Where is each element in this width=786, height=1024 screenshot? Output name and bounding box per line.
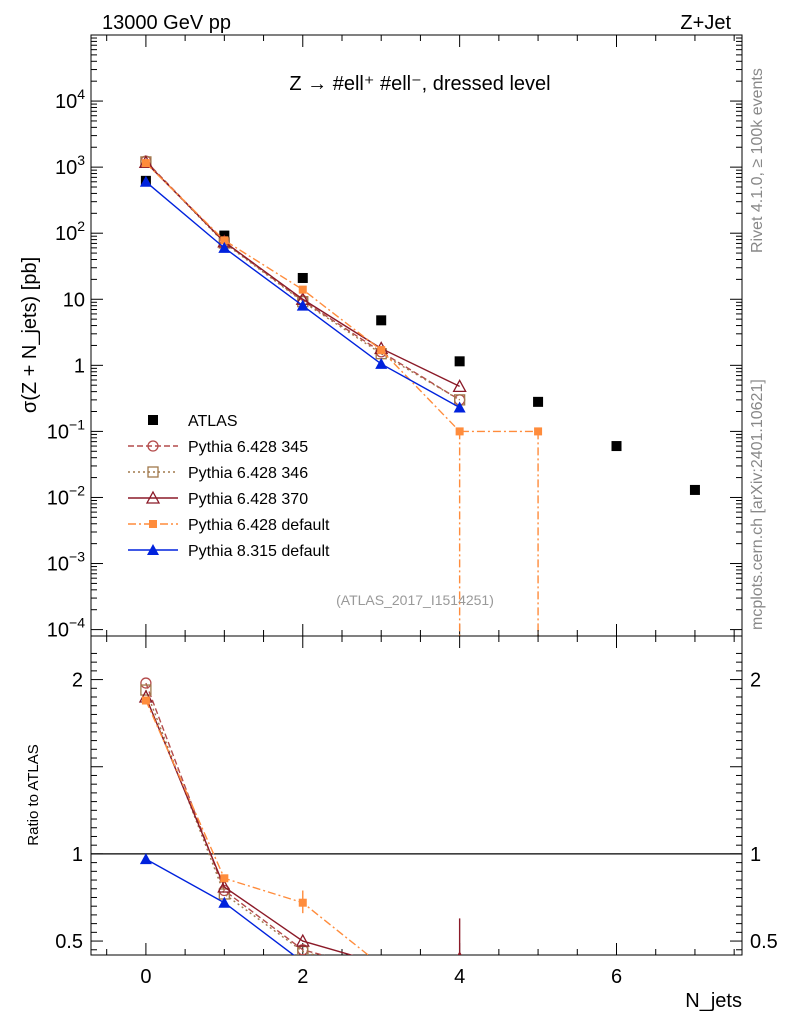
data-point-atlas bbox=[611, 441, 622, 452]
y-tick-exponent: −1 bbox=[69, 416, 85, 432]
legend-marker-p370 bbox=[145, 490, 161, 504]
data-point-atlas bbox=[376, 315, 387, 326]
y-tick-base: 10 bbox=[47, 620, 69, 642]
y-tick-exponent: 3 bbox=[77, 152, 85, 168]
legend-marker-p346 bbox=[147, 466, 159, 478]
mcplots-label: mcplots.cern.ch [arXiv:2401.10621] bbox=[749, 379, 766, 630]
ratio-point-p8def bbox=[218, 896, 231, 908]
legend-marker-p8def bbox=[147, 544, 159, 555]
data-point-p8def bbox=[296, 299, 309, 311]
rivet-version-label: Rivet 4.1.0, ≥ 100k events bbox=[749, 68, 766, 253]
ratio-y-tick-label: 2 bbox=[72, 670, 83, 692]
y-tick-exponent: −3 bbox=[69, 549, 85, 565]
legend-label-p370: Pythia 6.428 370 bbox=[188, 491, 308, 508]
y-tick-base: 10 bbox=[55, 91, 77, 113]
ratio-point-p8def bbox=[139, 853, 152, 865]
legend-marker-p345 bbox=[147, 440, 159, 452]
legend-label-atlas: ATLAS bbox=[188, 413, 238, 430]
ratio-point-p6def bbox=[220, 874, 229, 883]
ratio-y-axis-label: Ratio to ATLAS bbox=[25, 744, 42, 845]
series-line-p8def bbox=[145, 181, 460, 409]
y-tick-exponent: −4 bbox=[69, 615, 85, 631]
ratio-y-tick-label: 1 bbox=[72, 844, 83, 866]
ratio-point-p345 bbox=[140, 677, 152, 689]
data-point-p6def bbox=[141, 159, 150, 168]
legend-label-p345: Pythia 6.428 345 bbox=[188, 439, 308, 456]
ratio-point-p346 bbox=[140, 684, 152, 696]
ratio-point-p345 bbox=[376, 966, 386, 976]
x-tick-label: 0 bbox=[140, 966, 151, 988]
legend-label-p346: Pythia 6.428 346 bbox=[188, 465, 308, 482]
y-tick-exponent: 4 bbox=[77, 86, 85, 102]
header-energy: 13000 GeV pp bbox=[102, 12, 231, 34]
y-tick-label: 10−1 bbox=[47, 416, 85, 443]
y-tick-label: 104 bbox=[55, 86, 85, 113]
x-axis-label: N_jets bbox=[685, 990, 742, 1012]
plot-title: Z → #ell⁺ #ell⁻, dressed level bbox=[289, 73, 550, 95]
y-tick-base: 10 bbox=[47, 554, 69, 576]
ratio-point-p6def bbox=[141, 696, 150, 705]
data-point-p8def bbox=[375, 357, 388, 369]
legend-marker-atlas bbox=[148, 415, 158, 425]
ratio-panel: 0 2 4 6 0.5 0.5 1 1 2 2 Ratio to ATLAS N_jets bbox=[25, 35, 778, 1012]
data-point-p8def bbox=[218, 241, 231, 253]
y-tick-label: 103 bbox=[55, 152, 85, 179]
data-point-atlas bbox=[297, 272, 308, 283]
y-tick-label: 10−3 bbox=[47, 549, 85, 576]
x-tick-label: 2 bbox=[297, 966, 308, 988]
y-tick-base: 10 bbox=[47, 487, 69, 509]
data-point-p8def bbox=[453, 401, 466, 413]
y-tick-exponent: −2 bbox=[69, 482, 85, 498]
data-point-atlas bbox=[533, 396, 544, 407]
data-point-atlas bbox=[454, 356, 465, 367]
ratio-y-tick-label: 0.5 bbox=[55, 931, 83, 953]
y-tick-base: 10 bbox=[63, 289, 85, 311]
ratio-point-p370 bbox=[375, 958, 387, 969]
y-tick-label: 102 bbox=[55, 218, 85, 245]
analysis-reference: (ATLAS_2017_I1514251) bbox=[336, 592, 494, 608]
y-axis-label: σ(Z + N_jets) [pb] bbox=[19, 257, 41, 413]
header-process: Z+Jet bbox=[680, 12, 731, 34]
data-point-p8def bbox=[139, 175, 152, 187]
y-tick-base: 10 bbox=[55, 157, 77, 179]
data-point-p6def bbox=[377, 346, 386, 355]
legend: ATLAS Pythia 6.428 345 Pythia 6.428 346 Pyt… bbox=[128, 413, 330, 560]
y-tick-base: 10 bbox=[55, 223, 77, 245]
ratio-point-p370 bbox=[217, 879, 232, 893]
ratio-line-p370 bbox=[145, 696, 354, 955]
data-point-atlas bbox=[689, 484, 700, 495]
ratio-y-tick-label-right: 2 bbox=[750, 670, 761, 692]
data-point-p6def bbox=[298, 285, 307, 294]
y-tick-base: 10 bbox=[47, 421, 69, 443]
data-point-p370 bbox=[452, 379, 467, 393]
y-tick-label: 10 bbox=[63, 289, 85, 311]
y-tick-label: 10−2 bbox=[47, 482, 85, 509]
y-tick-base: 1 bbox=[74, 355, 85, 377]
y-tick-label: 1 bbox=[74, 355, 85, 377]
legend-label-p6def: Pythia 6.428 default bbox=[188, 517, 330, 534]
ratio-y-tick-label-right: 1 bbox=[750, 844, 761, 866]
series-line-p6def bbox=[145, 162, 539, 433]
ratio-line-p6def bbox=[145, 700, 370, 955]
ratio-point-p346 bbox=[376, 969, 386, 979]
legend-label-p8def: Pythia 8.315 default bbox=[188, 543, 330, 560]
series-line-p370 bbox=[145, 161, 460, 388]
ratio-series-group bbox=[138, 677, 462, 979]
legend-marker-p6def bbox=[149, 520, 157, 528]
x-tick-label: 6 bbox=[611, 966, 622, 988]
ratio-point-p370 bbox=[295, 933, 310, 947]
ratio-y-tick-label-right: 0.5 bbox=[750, 931, 778, 953]
ratio-frame bbox=[90, 635, 743, 956]
data-point-p6def bbox=[220, 236, 229, 245]
y-tick-label: 10−4 bbox=[47, 615, 85, 642]
ratio-line-p345 bbox=[145, 682, 326, 955]
ratio-point-p6def bbox=[377, 961, 385, 969]
x-tick-label: 4 bbox=[454, 966, 465, 988]
y-tick-exponent: 2 bbox=[77, 218, 85, 234]
